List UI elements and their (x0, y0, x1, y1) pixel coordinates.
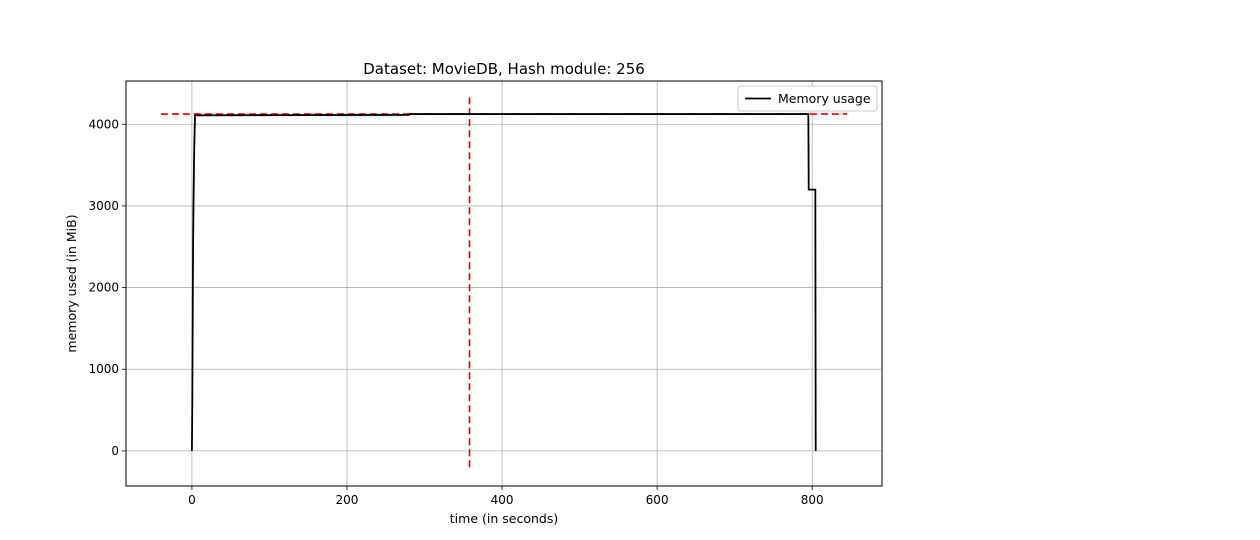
x-axis-label: time (in seconds) (450, 511, 558, 526)
plot-frame (125, 80, 883, 487)
y-tick-label: 3000 (88, 199, 119, 213)
y-axis-ticks: 0 1000 2000 3000 4000 (88, 117, 126, 458)
series-lines (191, 113, 817, 451)
y-tick-label: 4000 (88, 117, 119, 131)
grid (126, 81, 882, 486)
x-tick-label: 600 (646, 493, 669, 507)
y-axis-label: memory used (in MiB) (64, 214, 79, 352)
x-tick-label: 0 (188, 493, 196, 507)
memory-usage-line (191, 113, 817, 451)
legend-box (737, 85, 878, 112)
legend: Memory usage (737, 85, 878, 112)
x-axis-ticks: 0 200 400 600 800 (188, 486, 824, 507)
chart-title: Dataset: MovieDB, Hash module: 256 (363, 60, 645, 78)
x-tick-label: 200 (336, 493, 359, 507)
legend-label-memory-usage: Memory usage (778, 91, 871, 106)
x-tick-label: 400 (491, 493, 514, 507)
y-tick-label: 2000 (88, 281, 119, 295)
y-tick-label: 0 (111, 444, 119, 458)
x-tick-label: 800 (801, 493, 824, 507)
y-tick-label: 1000 (88, 362, 119, 376)
